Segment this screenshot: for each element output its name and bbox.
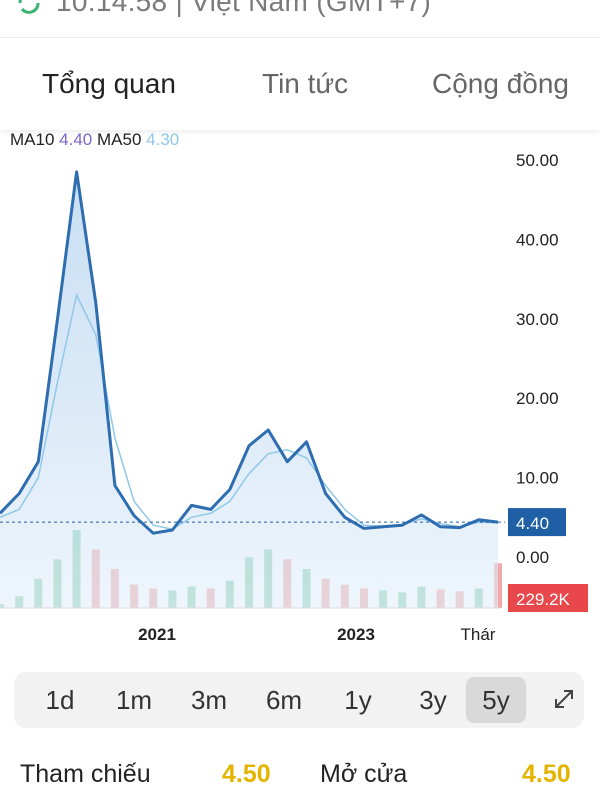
tab-news[interactable]: Tin tức	[262, 68, 349, 99]
current-price-tag	[508, 508, 566, 537]
range-selector: 1d 1m 3m 6m 1y 3y 5y	[14, 672, 584, 728]
current-price-label: 4.40	[516, 514, 549, 533]
x-tick-label: 2021	[138, 625, 176, 644]
price-chart[interactable]: 50.00 40.00 30.00 20.00 10.00 0.00 4.40 229.2K 2…	[0, 130, 600, 650]
status-bar: 10:14:58 | Việt Nam (GMT+7)	[0, 0, 600, 38]
range-1y-button[interactable]: 1y	[344, 685, 372, 715]
ma-legend: MA10 4.40 MA50 4.30	[10, 130, 179, 150]
reference-price-label: Tham chiếu	[20, 760, 151, 788]
range-6m-button[interactable]: 6m	[265, 685, 303, 715]
current-volume-tag	[508, 584, 588, 612]
range-3y-button[interactable]: 3y	[419, 685, 447, 715]
tab-bar: Tổng quan Tin tức Cộng đồng	[0, 40, 600, 130]
open-price-value: 4.50	[522, 760, 571, 788]
ma10-line	[0, 170, 499, 535]
range-1m-button[interactable]: 1m	[115, 685, 153, 715]
tab-overview[interactable]: Tổng quan	[42, 68, 176, 99]
y-tick-label: 20.00	[516, 389, 559, 408]
ma50-label: MA50	[96, 130, 142, 149]
stats-row: Tham chiếu 4.50 Mở cửa 4.50	[0, 740, 600, 800]
y-tick-label: 10.00	[516, 469, 559, 488]
range-5y-button[interactable]: 5y	[466, 677, 526, 723]
x-tick-label: Thár	[461, 625, 496, 644]
ma50-line	[0, 292, 499, 530]
y-tick-label: 40.00	[516, 230, 559, 249]
y-tick-label: 50.00	[516, 151, 559, 170]
range-3m-button[interactable]: 3m	[190, 685, 228, 715]
range-1d-button[interactable]: 1d	[45, 685, 75, 715]
expand-icon[interactable]	[546, 681, 582, 717]
tab-community[interactable]: Cộng đồng	[432, 68, 570, 99]
reference-price-value: 4.50	[222, 760, 271, 788]
y-tick-label: 0.00	[516, 548, 549, 567]
ma50-value: 4.30	[146, 130, 180, 149]
open-price-label: Mở cửa	[320, 760, 408, 788]
ma10-label: MA10	[10, 130, 55, 149]
refresh-icon[interactable]	[14, 0, 44, 18]
y-tick-label: 30.00	[516, 310, 559, 329]
x-tick-label: 2023	[337, 625, 375, 644]
current-volume-label: 229.2K	[516, 590, 571, 609]
price-area	[0, 171, 498, 608]
ma10-value: 4.40	[59, 130, 93, 149]
market-time-status: 10:14:58 | Việt Nam (GMT+7)	[56, 0, 432, 17]
